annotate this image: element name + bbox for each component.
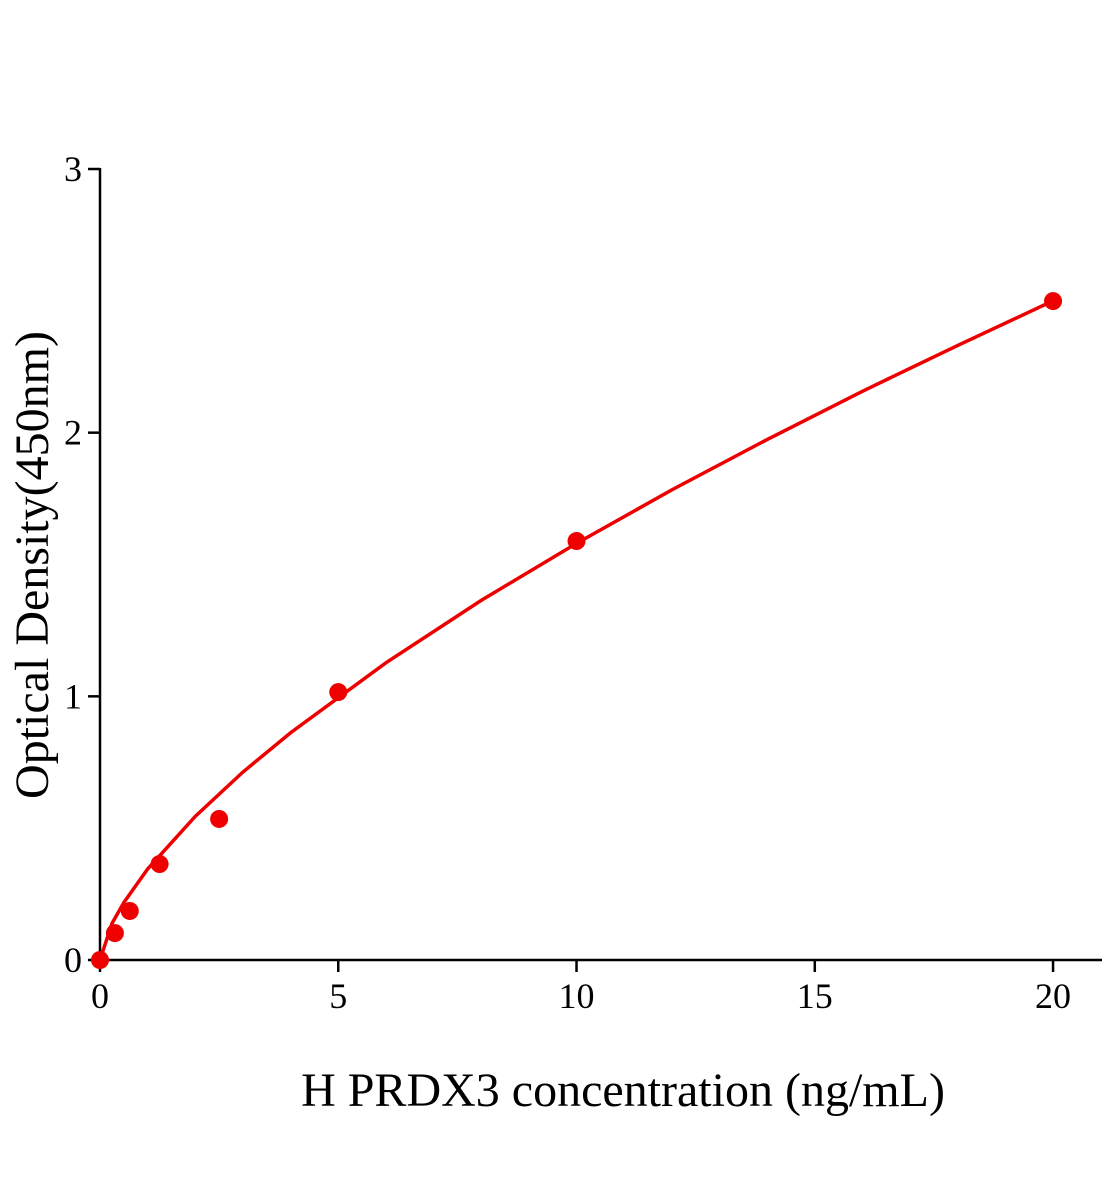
fit-curve [98, 299, 1054, 961]
x-tick-label: 5 [329, 976, 347, 1016]
data-point [120, 901, 139, 920]
data-point [91, 951, 109, 969]
data-point [567, 532, 586, 551]
y-axis-title: Optical Density(450nm) [6, 331, 59, 799]
y-tick-label: 2 [64, 413, 82, 453]
x-tick-label: 15 [797, 976, 833, 1016]
x-tick-label: 10 [559, 976, 595, 1016]
data-point [150, 855, 169, 874]
data-point [210, 809, 229, 828]
x-tick-label: 0 [91, 976, 109, 1016]
y-tick-label: 1 [64, 676, 82, 716]
y-tick-label: 0 [64, 940, 82, 980]
data-point [329, 683, 348, 702]
y-tick-label: 3 [64, 149, 82, 189]
x-axis-title: H PRDX3 concentration (ng/mL) [301, 1064, 945, 1117]
data-point [1044, 292, 1063, 311]
data-point [105, 924, 124, 943]
x-tick-label: 20 [1035, 976, 1071, 1016]
